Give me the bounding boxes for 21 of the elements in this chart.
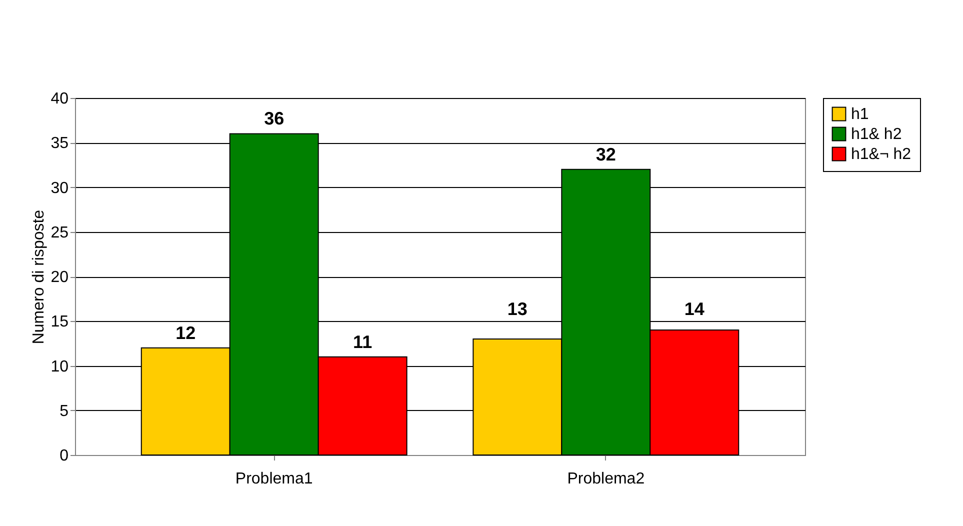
data-label: 13 (507, 299, 528, 320)
data-label: 12 (176, 322, 196, 343)
data-label: 36 (264, 108, 284, 129)
y-tick-label: 15 (50, 314, 69, 331)
y-tick-label: 25 (50, 224, 69, 242)
data-label: 11 (353, 332, 372, 352)
y-tick-label: 10 (50, 358, 69, 376)
x-tick-label: Problema1 (235, 470, 313, 488)
y-tick-label: 30 (50, 180, 69, 197)
x-tick-label: Problema2 (567, 470, 645, 488)
y-tick-label: 20 (50, 269, 69, 286)
y-tick-label: 0 (60, 448, 69, 464)
legend-label: h1& h2 (851, 126, 902, 143)
y-tick-label: 40 (50, 90, 69, 108)
y-axis-title: Numero di risposte (30, 210, 48, 344)
y-tick-label: 5 (60, 402, 69, 420)
data-label: 32 (596, 144, 616, 164)
data-label: 14 (684, 299, 704, 320)
legend-label: h1 (851, 106, 869, 123)
y-tick-label: 35 (50, 135, 69, 152)
legend-label: h1&¬ h2 (851, 146, 912, 163)
